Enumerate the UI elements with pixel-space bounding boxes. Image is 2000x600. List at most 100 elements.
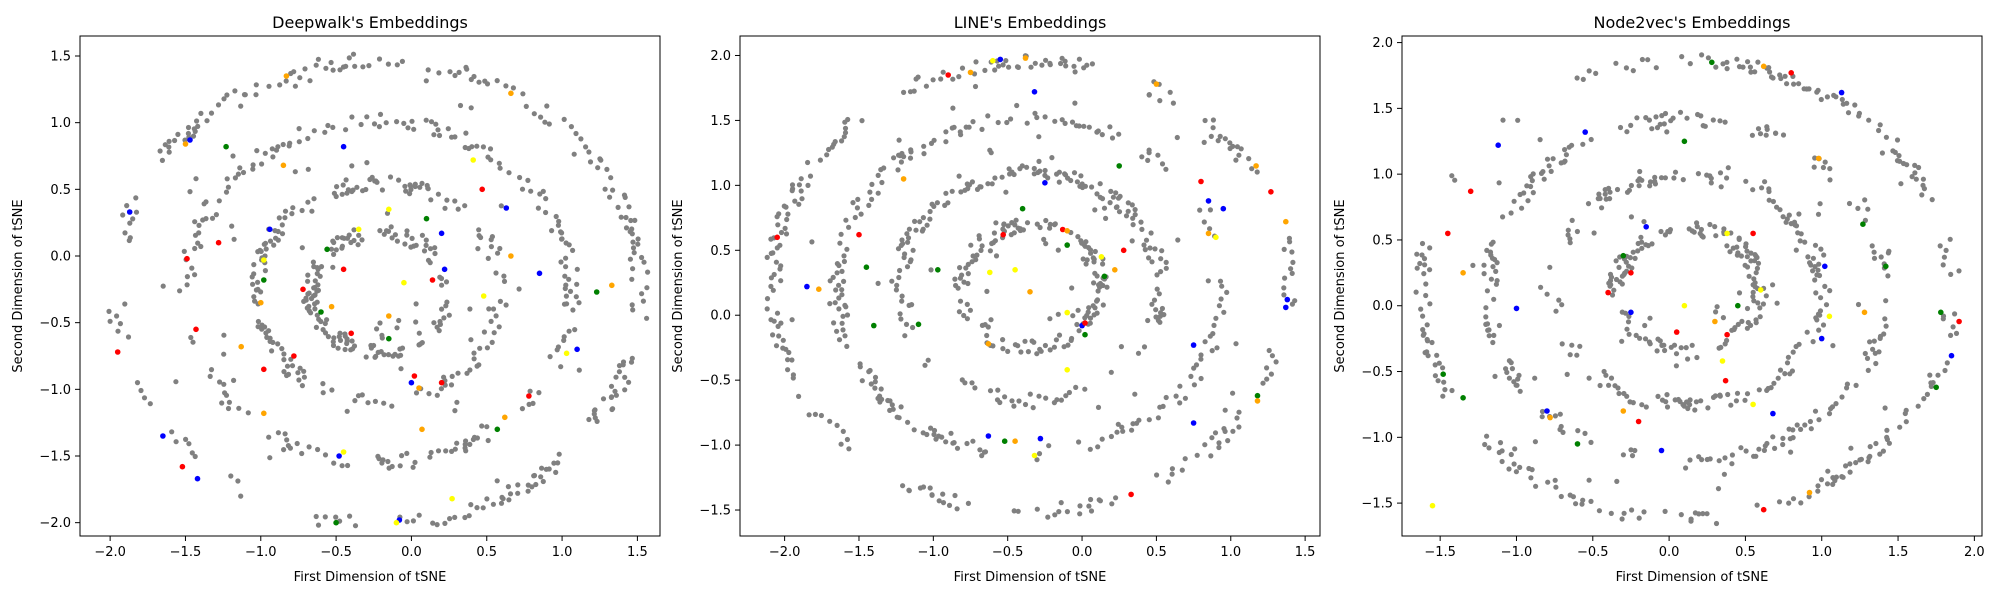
embedding-point bbox=[938, 76, 944, 82]
embedding-point bbox=[528, 188, 534, 194]
embedding-point bbox=[310, 259, 316, 265]
embedding-point bbox=[927, 485, 933, 491]
embedding-point bbox=[285, 371, 292, 377]
embedding-point bbox=[216, 198, 222, 204]
embedding-point bbox=[995, 387, 1001, 393]
embedding-point bbox=[389, 463, 395, 470]
embedding-point bbox=[923, 83, 929, 89]
embedding-point bbox=[905, 235, 912, 241]
embedding-point bbox=[1024, 120, 1030, 126]
embedding-point bbox=[563, 293, 569, 299]
labeled-point bbox=[1788, 70, 1794, 76]
embedding-point bbox=[899, 298, 905, 304]
embedding-point bbox=[1014, 102, 1020, 109]
embedding-point bbox=[409, 118, 415, 124]
labeled-point bbox=[438, 379, 445, 386]
embedding-point bbox=[1586, 477, 1592, 483]
embedding-point bbox=[1881, 331, 1887, 337]
embedding-point bbox=[1662, 508, 1668, 514]
labeled-point bbox=[291, 353, 297, 359]
embedding-point bbox=[439, 306, 445, 312]
embedding-point bbox=[891, 155, 897, 161]
embedding-point bbox=[1870, 346, 1876, 352]
embedding-point bbox=[1756, 387, 1762, 393]
embedding-point bbox=[836, 295, 842, 301]
embedding-point bbox=[262, 324, 268, 330]
embedding-point bbox=[1567, 352, 1573, 358]
labeled-point bbox=[324, 246, 330, 253]
points-layer bbox=[106, 51, 651, 529]
embedding-point bbox=[1059, 117, 1065, 123]
embedding-point bbox=[1712, 224, 1718, 230]
embedding-point bbox=[1003, 58, 1009, 64]
embedding-point bbox=[1024, 164, 1030, 170]
embedding-point bbox=[993, 253, 1000, 259]
embedding-point bbox=[1596, 508, 1602, 514]
embedding-point bbox=[630, 266, 636, 272]
embedding-point bbox=[281, 357, 287, 363]
embedding-point bbox=[1217, 133, 1223, 139]
embedding-point bbox=[365, 400, 371, 406]
embedding-point bbox=[1084, 312, 1090, 319]
embedding-point bbox=[380, 457, 386, 463]
embedding-point bbox=[313, 324, 319, 330]
labeled-point bbox=[1022, 55, 1029, 61]
embedding-point bbox=[1449, 173, 1455, 179]
embedding-point bbox=[506, 497, 512, 503]
embedding-point bbox=[1943, 247, 1949, 253]
embedding-point bbox=[1138, 219, 1144, 225]
embedding-point bbox=[1236, 424, 1242, 430]
embedding-point bbox=[1744, 254, 1750, 260]
embedding-point bbox=[1751, 453, 1757, 459]
embedding-point bbox=[1015, 64, 1021, 70]
labeled-point bbox=[1956, 318, 1962, 325]
x-tick-label: 0.5 bbox=[1735, 545, 1756, 560]
embedding-point bbox=[1154, 272, 1160, 278]
embedding-point bbox=[1774, 204, 1780, 210]
embedding-point bbox=[177, 288, 183, 294]
labeled-point bbox=[1059, 226, 1066, 233]
embedding-point bbox=[1037, 346, 1043, 352]
embedding-point bbox=[372, 178, 378, 184]
labeled-point bbox=[126, 209, 133, 215]
embedding-point bbox=[486, 306, 492, 312]
embedding-point bbox=[175, 131, 181, 137]
embedding-point bbox=[192, 272, 198, 278]
embedding-point bbox=[839, 268, 845, 274]
labeled-point bbox=[816, 286, 822, 292]
labeled-point bbox=[1064, 309, 1070, 316]
embedding-point bbox=[1210, 125, 1216, 131]
embedding-point bbox=[1031, 339, 1037, 345]
embedding-point bbox=[477, 345, 483, 351]
embedding-point bbox=[396, 317, 402, 324]
embedding-point bbox=[1816, 261, 1822, 267]
embedding-point bbox=[1188, 373, 1194, 379]
labeled-point bbox=[508, 253, 514, 259]
embedding-point bbox=[1483, 305, 1489, 311]
embedding-point bbox=[1198, 352, 1204, 358]
embedding-point bbox=[238, 103, 244, 109]
embedding-point bbox=[1129, 238, 1135, 244]
embedding-point bbox=[339, 235, 345, 241]
embedding-point bbox=[527, 388, 533, 394]
labeled-point bbox=[336, 453, 342, 459]
embedding-point bbox=[964, 440, 970, 447]
labeled-point bbox=[1826, 313, 1833, 320]
embedding-point bbox=[1657, 338, 1663, 344]
embedding-point bbox=[398, 352, 404, 358]
embedding-point bbox=[432, 250, 438, 257]
labeled-point bbox=[1128, 491, 1134, 498]
labeled-point bbox=[503, 205, 510, 211]
embedding-point bbox=[979, 126, 985, 132]
embedding-point bbox=[1145, 157, 1151, 163]
embedding-point bbox=[950, 105, 956, 111]
embedding-point bbox=[1036, 393, 1042, 399]
embedding-point bbox=[484, 424, 490, 430]
labeled-point bbox=[1673, 329, 1680, 335]
embedding-point bbox=[997, 399, 1003, 406]
embedding-point bbox=[949, 188, 955, 194]
embedding-point bbox=[1645, 243, 1651, 249]
embedding-point bbox=[133, 209, 140, 215]
embedding-point bbox=[628, 217, 634, 224]
embedding-point bbox=[1109, 501, 1115, 507]
